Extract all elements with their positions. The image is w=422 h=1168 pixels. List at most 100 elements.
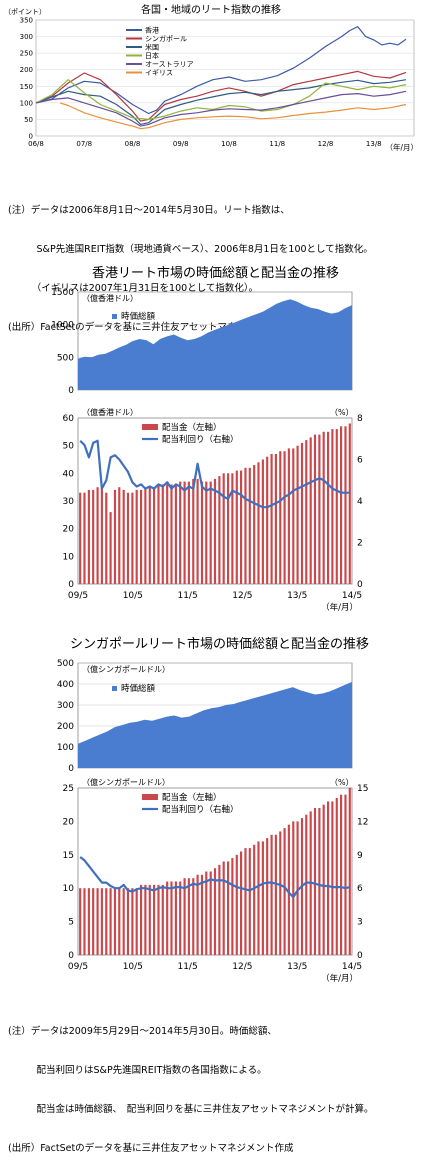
note1-line: (注）データは2006年8月1日～2014年5月30日。リート指数は、 [8, 205, 290, 216]
c2-dividend-bar [257, 462, 260, 584]
chart1-ytick-label: 50 [24, 116, 33, 124]
c2-dividend-bar [279, 451, 282, 584]
note2-line: 配当利回りはS&P先進国REIT指数の各国指数による。 [8, 1065, 267, 1076]
c2-dividend-bar [148, 487, 151, 584]
chart1-xtick-label: 06/8 [28, 140, 44, 148]
c2-dividend-bar [331, 429, 334, 584]
c3-dividend-bar [96, 888, 99, 955]
chart1-legend-label: 日本 [145, 51, 159, 60]
c3-bottom-ytick-right: 6 [357, 884, 363, 894]
c2-dividend-bar [131, 492, 134, 584]
c3-dividend-bar [192, 878, 195, 955]
c3-dividend-bar [313, 808, 317, 955]
c3-dividend-bar [270, 834, 273, 955]
c3-dividend-bar [157, 884, 160, 955]
c2-xtick-label: 11/5 [177, 591, 197, 601]
c3-dividend-bar [205, 871, 208, 955]
c2-dividend-bar [270, 454, 273, 584]
c3-dividend-bar [131, 888, 134, 955]
c2-bottom-ytick-left: 50 [63, 442, 75, 452]
c2-dividend-bar [335, 429, 338, 584]
c2-market-cap-area [78, 299, 352, 390]
c3-xtick-label: 11/5 [177, 962, 197, 972]
c3-dividend-bar [274, 834, 277, 955]
c3-dividend-bar [87, 888, 90, 955]
c3-yield-line [79, 856, 351, 899]
c2-dividend-bar [87, 489, 90, 584]
c2-dividend-bar [213, 478, 217, 584]
c3-xtick-label: 14/5 [342, 962, 362, 972]
chart1-xtick-label: 12/8 [318, 140, 334, 148]
c3-dividend-bar [218, 864, 221, 955]
note2-line: (出所）FactSetのデータを基に三井住友アセットマネジメント作成 [8, 1143, 294, 1154]
chart1-series-line [35, 90, 407, 127]
c3-dividend-bar [296, 821, 299, 955]
c2-dividend-bar [166, 484, 169, 584]
c3-market-cap-area [78, 681, 352, 768]
c3-bottom-ytick-left: 10 [63, 884, 75, 894]
c3-dividend-bar [335, 798, 338, 955]
chart1-legend-label: 香港 [145, 26, 159, 35]
c3-dividend-bar [153, 884, 156, 955]
c3-dividend-bar [170, 881, 173, 955]
chart1-ytick-label: 100 [20, 99, 33, 107]
c3-top-legend-swatch [112, 686, 117, 691]
c2-top-ytick-label: 0 [68, 386, 74, 396]
c3-dividend-bar [344, 794, 347, 955]
chart1-series-line [35, 79, 407, 126]
c2-bottom-ytick-left: 20 [63, 525, 75, 535]
c2-bottom-ytick-right: 6 [357, 456, 363, 466]
c2-dividend-bar [266, 456, 269, 584]
c2-dividend-bar [231, 473, 234, 584]
c2-dividend-bar [348, 423, 351, 584]
c3-bottom-ytick-right: 0 [357, 951, 363, 961]
note1-line: S&P先進国REIT指数（現地通貨ベース）、2006年8月1日を100として指数… [8, 244, 373, 255]
c3-dividend-bar [140, 884, 143, 955]
c2-xtick-label: 12/5 [232, 591, 252, 601]
c3-top-ytick-label: 100 [57, 743, 74, 753]
c3-dividend-bar [213, 868, 217, 955]
c2-dividend-bar [122, 489, 125, 584]
c2-yield-line [79, 439, 350, 509]
c3-dividend-bar [327, 801, 330, 955]
c2-dividend-bar [287, 448, 290, 584]
chart1-xtick-label: 07/8 [76, 140, 92, 148]
c2-dividend-bar [183, 481, 186, 584]
c2-dividend-bar [135, 489, 138, 584]
c3-dividend-bar [253, 844, 256, 955]
c2-dividend-bar [300, 442, 304, 584]
c2-dividend-bar [248, 467, 251, 584]
c3-dividend-bar [331, 801, 334, 955]
c3-dividend-bar [92, 888, 95, 955]
c2-dividend-bar [209, 481, 212, 584]
c3-bottom-ytick-left: 0 [68, 951, 74, 961]
c3-dividend-bar [235, 854, 238, 955]
note1-line: (出所）FactSetのデータを基に三井住友アセットマネジメント作成 [8, 322, 294, 333]
c3-dividend-bar [240, 851, 243, 955]
c3-dividend-bar [283, 828, 286, 955]
c2-dividend-bar [196, 478, 199, 584]
c2-xtick-label: 13/5 [287, 591, 307, 601]
reit-index-chart: 各国・地域のリート指数の推移 （ポイント） 0 50 100 150 200 250 300… [4, 3, 418, 152]
c2-dividend-bar [126, 492, 130, 584]
c2-bottom-ytick-left: 10 [63, 552, 75, 562]
chart1-series-line [59, 102, 407, 130]
c2-bottom-ylabel-right: （%） [330, 408, 354, 417]
c3-bottom-ytick-right: 15 [357, 784, 368, 794]
chart1-series-line [35, 70, 407, 122]
c3-dividend-bar [122, 888, 125, 955]
c3-dividend-bar [118, 888, 121, 955]
c3-dividend-bar [79, 888, 82, 955]
c2-top-ylabel: （億香港ドル） [82, 293, 138, 303]
c3-bottom-legend-label: 配当金（左軸） [162, 792, 222, 803]
chart1-series-line [35, 79, 407, 121]
c2-dividend-bar [170, 484, 173, 584]
c3-xtick-label: 13/5 [287, 962, 307, 972]
c3-dividend-bar [227, 861, 230, 955]
chart1-xtick-label: 08/8 [125, 140, 141, 148]
c2-bottom-legend-swatch [142, 424, 158, 430]
c3-dividend-bar [222, 861, 225, 955]
c2-bottom-ytick-right: 8 [357, 414, 363, 424]
c2-dividend-bar [235, 470, 238, 584]
